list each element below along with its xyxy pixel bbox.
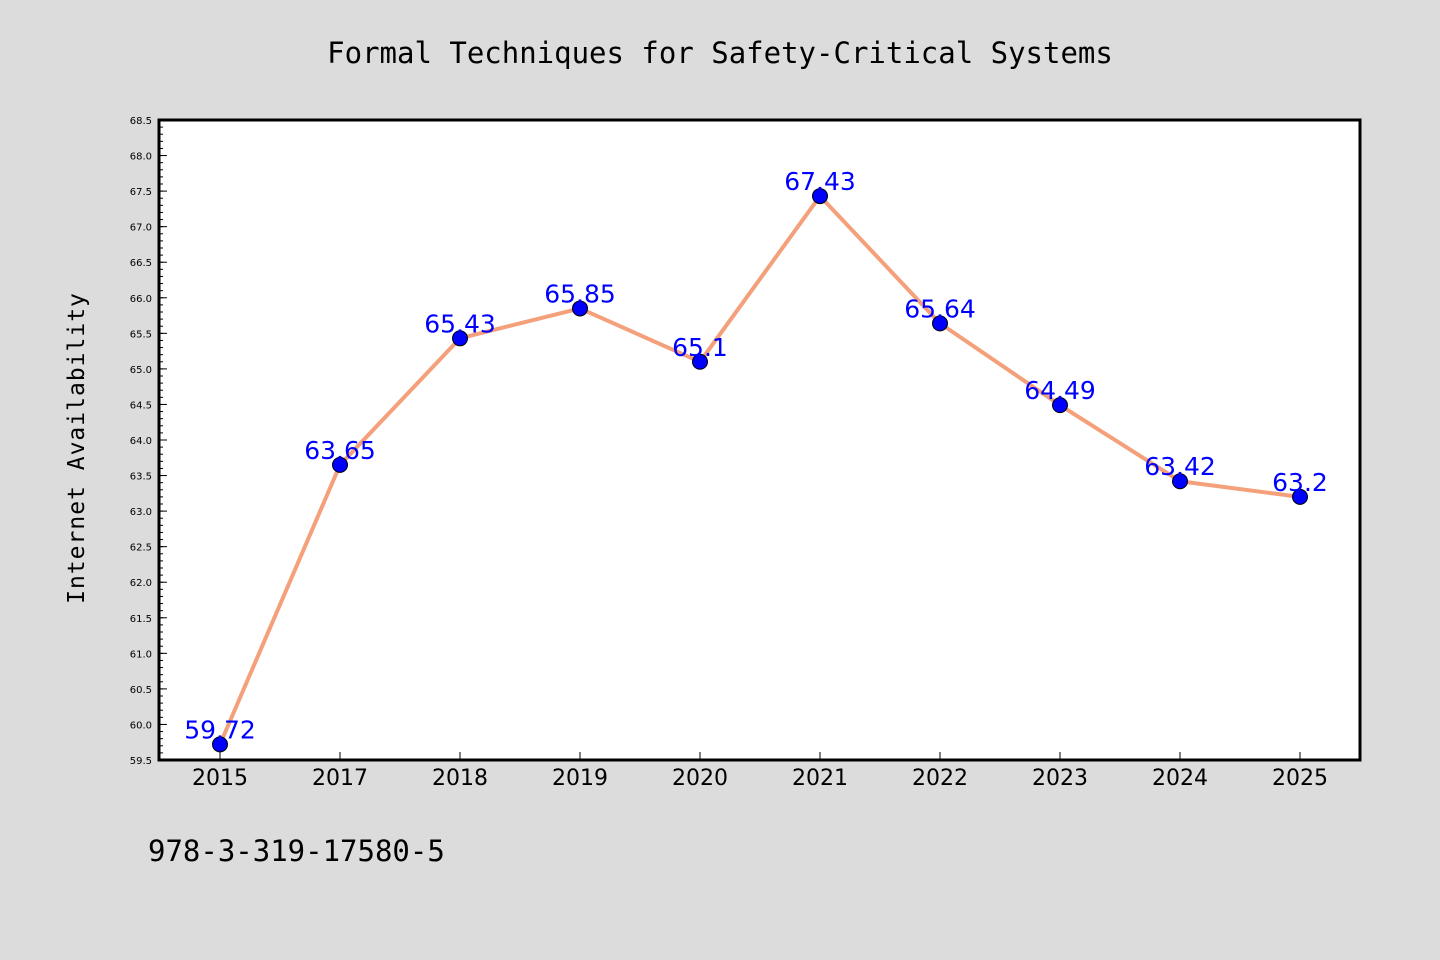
- y-tick-label: 62.0: [130, 578, 152, 589]
- y-tick-label: 60.5: [130, 685, 152, 696]
- y-tick-label: 59.5: [130, 756, 152, 767]
- axis-ticks: 59.5 60.0 60.5 61.0 61.5 62.0 62.5 63.0 63.5 64.0…: [130, 116, 1328, 791]
- y-tick-label: 63.5: [130, 472, 152, 483]
- x-tick-label: 2025: [1272, 766, 1328, 791]
- series-line: [218, 194, 1302, 747]
- y-axis-label: Internet Availability: [64, 292, 90, 604]
- data-label: 67.43: [784, 167, 856, 196]
- data-label: 63.2: [1272, 468, 1328, 497]
- data-point-marker: [692, 353, 708, 370]
- data-point-marker: [572, 300, 588, 317]
- y-tick-label: 66.5: [130, 258, 152, 269]
- y-tick-label: 64.5: [130, 400, 152, 411]
- y-tick-label: 64.0: [130, 436, 152, 447]
- y-tick-label: 66.0: [130, 294, 152, 305]
- data-point-marker: [1052, 397, 1068, 414]
- data-label: 59.72: [184, 715, 256, 744]
- y-tick-label: 63.0: [130, 507, 152, 518]
- y-tick-label: 61.0: [130, 649, 152, 660]
- series-line-layer: [218, 194, 1302, 747]
- data-point-marker: [1292, 488, 1308, 505]
- data-label: 65.43: [424, 309, 496, 338]
- data-point-marker: [1172, 473, 1188, 490]
- y-tick-label: 68.5: [130, 116, 152, 127]
- y-tick-label: 67.0: [130, 223, 152, 234]
- data-label: 63.65: [304, 436, 376, 465]
- x-tick-label: 2022: [912, 766, 968, 791]
- x-tick-label: 2024: [1152, 766, 1208, 791]
- data-label: 65.85: [544, 279, 616, 308]
- y-tick-label: 60.0: [130, 720, 152, 731]
- x-tick-label: 2021: [792, 766, 848, 791]
- chart-title: Formal Techniques for Safety-Critical Sy…: [327, 36, 1113, 70]
- y-tick-label: 65.5: [130, 329, 152, 340]
- data-label: 65.1: [672, 333, 728, 362]
- data-labels: 59.72 63.65 65.43 65.85 65.1 67.43 65.64 64.49 6…: [184, 167, 1328, 744]
- y-tick-label: 65.0: [130, 365, 152, 376]
- plot-frame: [157, 118, 1362, 762]
- data-point-marker: [452, 330, 468, 347]
- x-tick-label: 2017: [312, 766, 368, 791]
- x-tick-label: 2023: [1032, 766, 1088, 791]
- y-tick-label: 67.5: [130, 187, 152, 198]
- x-tick-label: 2018: [432, 766, 488, 791]
- data-point-marker: [932, 315, 948, 332]
- y-tick-label: 68.0: [130, 152, 152, 163]
- plot-area: [159, 120, 1360, 760]
- data-point-marker: [212, 736, 228, 753]
- data-label: 64.49: [1024, 376, 1096, 405]
- data-point-marker: [812, 188, 828, 205]
- x-tick-label: 2019: [552, 766, 608, 791]
- data-label: 65.64: [904, 294, 976, 323]
- x-tick-label: 2020: [672, 766, 728, 791]
- y-tick-label: 62.5: [130, 543, 152, 554]
- y-tick-label: 61.5: [130, 614, 152, 625]
- x-tick-label: 2015: [192, 766, 248, 791]
- data-point-marker: [332, 456, 348, 473]
- isbn-footnote: 978-3-319-17580-5: [148, 834, 445, 868]
- data-markers: [212, 188, 1308, 753]
- data-label: 63.42: [1144, 452, 1216, 481]
